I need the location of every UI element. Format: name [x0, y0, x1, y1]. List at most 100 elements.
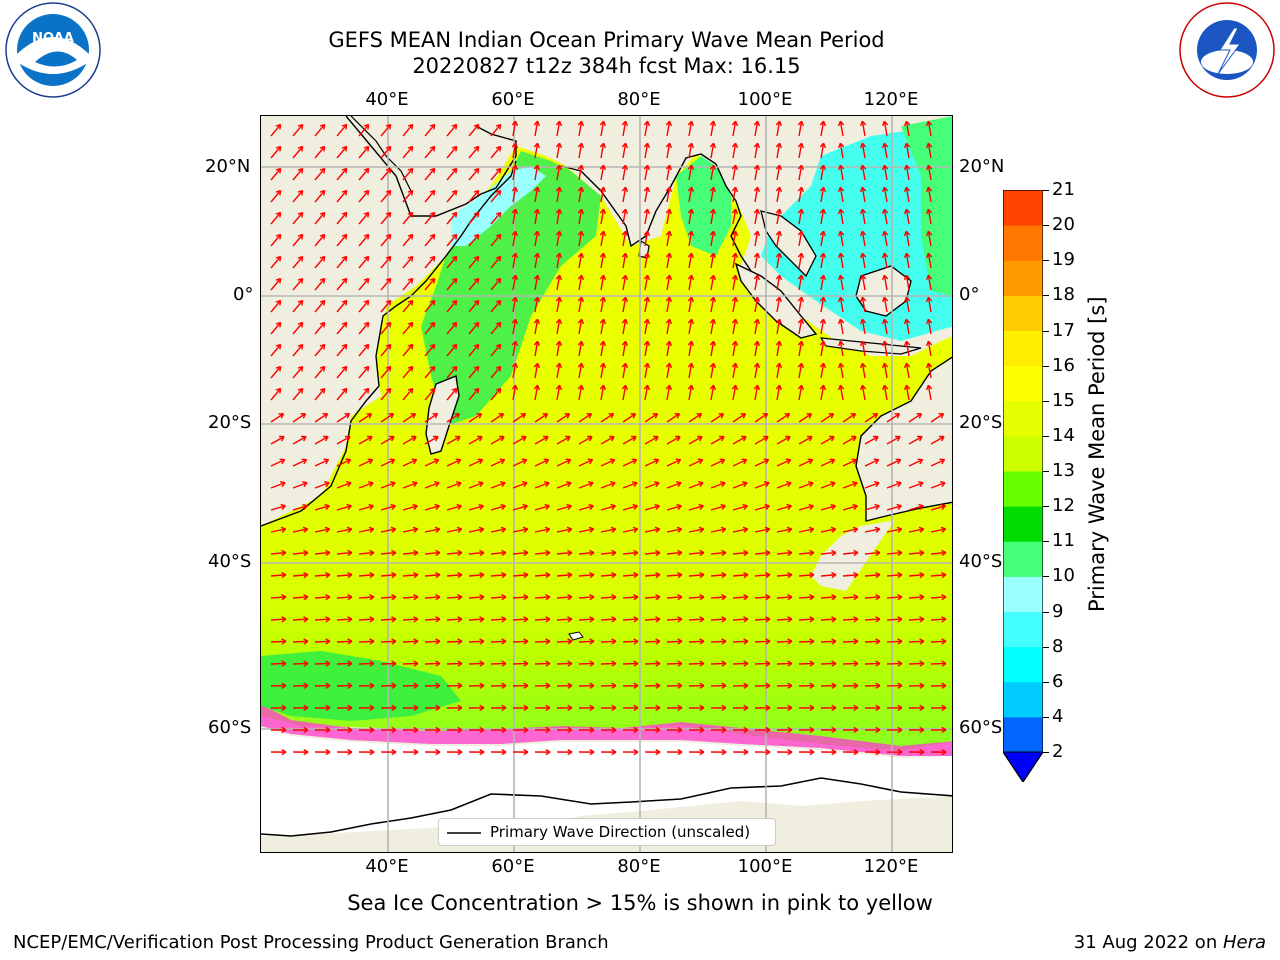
colorbar-tick [1043, 435, 1049, 437]
wave-arrow [644, 209, 649, 225]
wave-arrow-head [809, 660, 815, 667]
wave-arrow [776, 165, 781, 181]
wave-arrow-head [429, 145, 436, 152]
wave-arrow [424, 190, 436, 203]
wave-arrow-head [699, 682, 705, 689]
wave-arrow [754, 187, 759, 203]
wave-arrow [600, 143, 605, 159]
wave-arrow [402, 662, 419, 665]
wave-arrow [754, 363, 759, 379]
wave-arrow-head [740, 412, 747, 419]
wave-arrow-head [279, 458, 286, 465]
wave-arrow-head [369, 616, 375, 623]
wave-arrow-head [621, 274, 629, 281]
wave-arrow-head [881, 296, 889, 303]
wave-arrow-head [881, 120, 889, 127]
wave-arrow-head [302, 503, 308, 510]
wave-arrow [314, 436, 329, 445]
wave-arrow [600, 618, 617, 621]
wave-arrow-head [809, 638, 815, 645]
wave-arrow [754, 319, 759, 335]
wave-arrow-head [850, 412, 857, 419]
wave-arrow [578, 253, 583, 269]
wave-arrow-head [881, 208, 889, 215]
wave-arrow-head [655, 748, 661, 756]
wave-arrow-head [473, 299, 480, 306]
wave-arrow [490, 344, 502, 357]
wave-arrow [732, 662, 749, 665]
wave-arrow-head [731, 296, 739, 303]
wave-arrow [336, 388, 348, 401]
wave-arrow-head [297, 343, 304, 350]
wave-arrow [644, 231, 649, 247]
wave-arrow [666, 640, 683, 643]
wave-arrow [534, 231, 539, 247]
wave-arrow [270, 256, 282, 269]
wave-arrow-head [275, 167, 282, 174]
wave-arrow [336, 505, 352, 511]
colorbar-swatch [1003, 190, 1043, 226]
wave-arrow-head [533, 186, 541, 193]
wave-arrow-head [709, 340, 717, 347]
wave-arrow [446, 124, 458, 137]
wave-arrow [402, 366, 414, 379]
wave-arrow [446, 366, 458, 379]
wave-arrow [270, 212, 282, 225]
wave-arrow [905, 209, 910, 225]
wave-arrow [644, 143, 649, 159]
colorbar-tick-label: 9 [1052, 600, 1064, 622]
wave-arrow [732, 187, 737, 203]
wave-arrow [512, 640, 529, 643]
wave-arrow-head [325, 616, 331, 623]
wave-arrow-head [743, 594, 749, 601]
wave-arrow [666, 143, 671, 159]
wave-arrow-head [451, 145, 458, 152]
wave-arrow-head [407, 387, 414, 394]
y-tick-right-20s: 20°S [959, 412, 1003, 433]
colorbar-swatch [1003, 400, 1043, 437]
wave-arrow-head [677, 726, 683, 734]
wave-arrow [512, 143, 517, 159]
wave-arrow [688, 297, 693, 313]
wave-arrow-head [687, 384, 695, 391]
wave-arrow [556, 528, 572, 533]
wave-arrow [776, 459, 791, 467]
wave-arrow [688, 231, 693, 247]
wave-arrow-head [655, 704, 661, 712]
wave-arrow-head [599, 340, 607, 347]
wave-arrow [754, 165, 759, 181]
wave-arrow-head [341, 189, 348, 196]
wave-arrow-head [501, 549, 507, 557]
wave-arrow [336, 482, 352, 489]
wave-arrow [776, 363, 781, 379]
wave-arrow-head [385, 255, 392, 262]
wave-arrow-head [473, 167, 480, 174]
wave-arrow [358, 528, 374, 533]
wave-arrow-head [429, 211, 436, 218]
wave-arrow-head [599, 384, 607, 391]
wave-arrow [578, 574, 595, 577]
wave-arrow [820, 640, 837, 643]
wave-arrow [688, 505, 704, 511]
wave-arrow-head [797, 142, 805, 149]
wave-arrow-head [753, 164, 761, 171]
wave-arrow-head [831, 616, 837, 623]
wave-arrow-head [787, 704, 793, 712]
wave-arrow [380, 190, 392, 203]
wave-arrow [905, 319, 910, 335]
wave-arrow-head [499, 458, 506, 465]
wave-arrow [424, 662, 441, 665]
wave-arrow [270, 482, 286, 489]
wave-arrow-head [473, 189, 480, 196]
wave-arrow [556, 662, 573, 665]
wave-arrow [905, 165, 910, 181]
wave-arrow [490, 574, 507, 577]
wave-arrow-head [621, 208, 629, 215]
colorbar-swatch [1003, 611, 1043, 648]
wave-arrow [666, 574, 683, 577]
wave-arrow-head [655, 549, 661, 557]
colorbar-tick-label: 16 [1052, 354, 1075, 376]
wave-arrow [490, 640, 507, 643]
colorbar-swatch [1003, 716, 1043, 753]
wave-arrow-head [297, 167, 304, 174]
